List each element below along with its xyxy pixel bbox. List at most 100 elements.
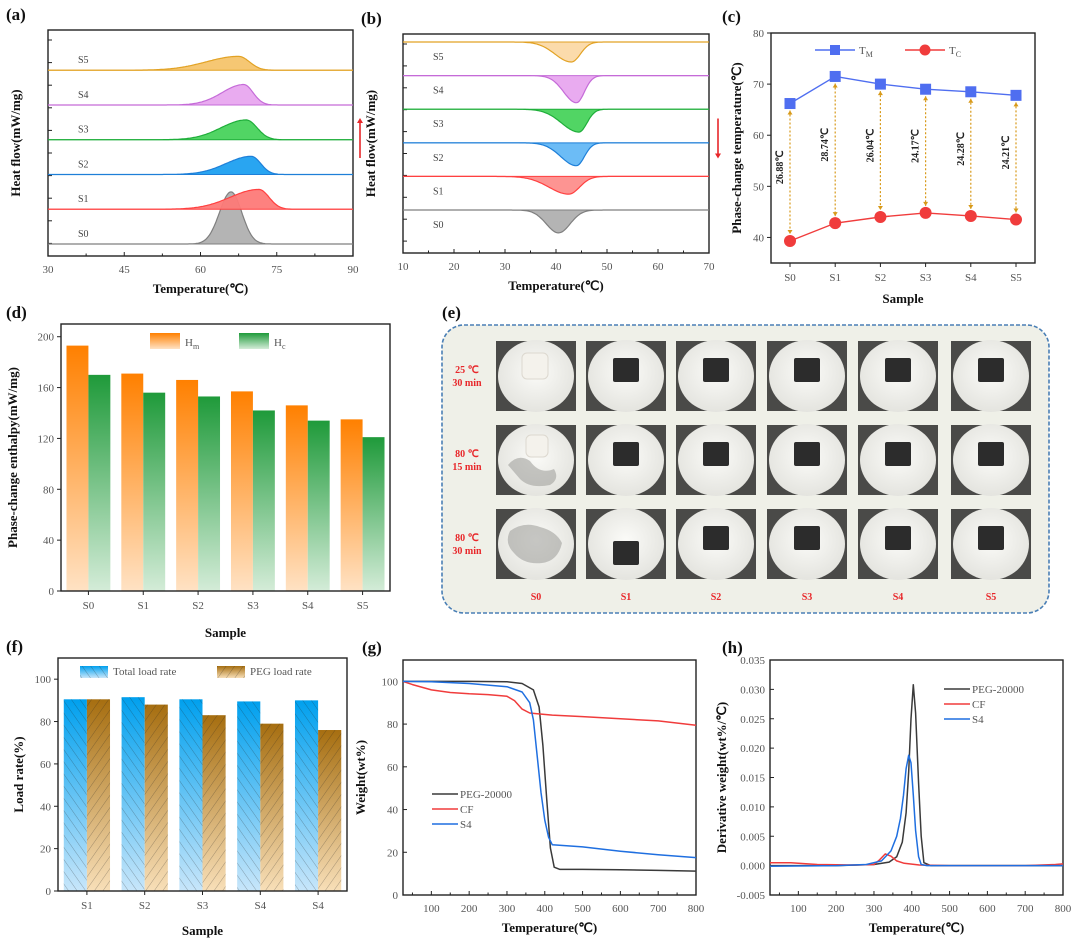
y-tick-label: 0.005 xyxy=(740,831,765,843)
series-line-S4 xyxy=(48,83,353,106)
arrow-up-icon xyxy=(877,91,883,96)
x-tick-label: 45 xyxy=(119,264,131,276)
composite-block xyxy=(794,526,820,550)
y-axis-label: Derivative weight(wt%/℃) xyxy=(714,702,729,853)
panel-c: (c) 40 50 60 70 80 S0 S1 S2 S3 S4 S5 Sample Phase-cha… xyxy=(722,7,1036,306)
column-label: S3 xyxy=(802,592,813,603)
x-tick-label: S5 xyxy=(1010,272,1022,284)
column-label: S5 xyxy=(986,592,997,603)
bar-h xyxy=(252,410,275,591)
bar-h xyxy=(307,420,330,591)
y-tick-label: 70 xyxy=(753,79,765,91)
series-label: S5 xyxy=(78,55,89,66)
x-tick-label: 400 xyxy=(904,903,921,915)
y-tick-label: 80 xyxy=(753,28,765,40)
x-tick-label: S0 xyxy=(784,272,796,284)
x-tick-label: S2 xyxy=(192,600,204,612)
series-label: S5 xyxy=(433,52,444,63)
series-label: S3 xyxy=(78,125,89,136)
series-line-S0 xyxy=(48,191,353,245)
x-tick-label: S4 xyxy=(965,272,977,284)
panel-d: (d) S0 S1 S2 S3 S4 S5 0 40 80 120 160 200 Sample Phase… xyxy=(5,303,391,640)
bar-hatch xyxy=(121,697,145,891)
sample-photo xyxy=(496,340,576,412)
legend-marker-square-icon xyxy=(830,45,840,55)
x-tick-label: 40 xyxy=(551,261,563,273)
sample-photo xyxy=(586,340,666,412)
y-tick-label: 80 xyxy=(43,484,55,496)
y-tick-label: 0 xyxy=(393,890,399,902)
arrow-down-icon xyxy=(923,201,929,206)
x-tick-label: S4 xyxy=(254,900,266,912)
y-tick-label: 200 xyxy=(38,332,55,344)
y-tick-label: 0.010 xyxy=(740,802,765,814)
difference-label: 28.74℃ xyxy=(820,128,831,162)
x-tick-label: 60 xyxy=(653,261,665,273)
legend-label: Hc xyxy=(274,337,286,351)
peg-block xyxy=(521,352,549,380)
panel-h: (h) 100 200 300 400 500 600 700 800 -0.005 0.000 0.… xyxy=(714,638,1072,935)
y-axis-label: Heat flow(mW/mg) xyxy=(8,89,23,196)
arrow-down-icon xyxy=(968,204,974,209)
x-tick-label: S1 xyxy=(137,600,149,612)
legend-hatch xyxy=(217,666,245,678)
legend-label: PEG-20000 xyxy=(972,684,1024,696)
x-tick-label: 75 xyxy=(271,264,283,276)
sample-photo xyxy=(586,508,666,580)
plot-frame xyxy=(57,657,348,892)
x-axis-label: Sample xyxy=(882,291,923,306)
sample-photo xyxy=(951,340,1031,412)
y-axis-label: Heat flow(mW/mg) xyxy=(363,90,378,197)
x-axis-label: Temperature(℃) xyxy=(153,281,248,296)
sample-photo xyxy=(496,508,576,580)
x-tick-label: S3 xyxy=(920,272,932,284)
x-tick-label: 100 xyxy=(790,903,807,915)
composite-block xyxy=(885,526,911,550)
bar-hatch xyxy=(318,730,342,891)
x-tick-label: 200 xyxy=(461,903,478,915)
x-tick-label: 100 xyxy=(423,903,440,915)
x-tick-label: 50 xyxy=(602,261,614,273)
series-line-cf xyxy=(770,853,1064,867)
y-tick-label: 20 xyxy=(40,844,52,856)
y-tick-label: 0.025 xyxy=(740,714,765,726)
y-tick-label: 20 xyxy=(387,847,399,859)
bar-h xyxy=(176,379,199,591)
y-tick-label: 100 xyxy=(35,674,52,686)
series-label: S1 xyxy=(78,194,89,205)
bar-h xyxy=(362,437,385,591)
sample-photo xyxy=(767,508,847,580)
panel-label: (h) xyxy=(722,638,743,657)
row-label: 80 ℃ 15 min xyxy=(452,449,482,473)
arrow-head-icon xyxy=(715,153,721,159)
sample-photo xyxy=(676,424,756,496)
y-tick-label: 0.015 xyxy=(740,773,765,785)
series-area-S1 xyxy=(403,176,709,195)
difference-label: 24.28℃ xyxy=(956,132,967,166)
peg-block xyxy=(525,434,549,458)
arrow-up-icon xyxy=(832,83,838,88)
legend-label: TC xyxy=(949,45,961,59)
sample-photo xyxy=(767,340,847,412)
x-tick-label: 300 xyxy=(499,903,516,915)
series-line-TC xyxy=(789,212,1017,242)
data-point xyxy=(964,209,977,222)
y-tick-label: 0 xyxy=(49,586,55,598)
legend-label: Hm xyxy=(185,337,200,351)
panel-label: (a) xyxy=(6,5,26,24)
data-point xyxy=(920,83,932,95)
data-point xyxy=(829,217,842,230)
panel-label: (e) xyxy=(442,303,461,322)
difference-label: 24.21℃ xyxy=(1001,136,1012,170)
arrow-up-icon xyxy=(968,98,974,103)
composite-block xyxy=(613,541,639,565)
x-axis-label: Sample xyxy=(182,923,223,938)
plot-frame xyxy=(770,32,1036,264)
x-tick-label: 500 xyxy=(574,903,591,915)
legend-marker-circle-icon xyxy=(919,44,931,56)
x-tick-label: 200 xyxy=(828,903,845,915)
sample-photo xyxy=(586,424,666,496)
bar-hatch xyxy=(237,701,261,891)
legend-label: CF xyxy=(460,804,473,816)
arrow-down-icon xyxy=(832,212,838,217)
